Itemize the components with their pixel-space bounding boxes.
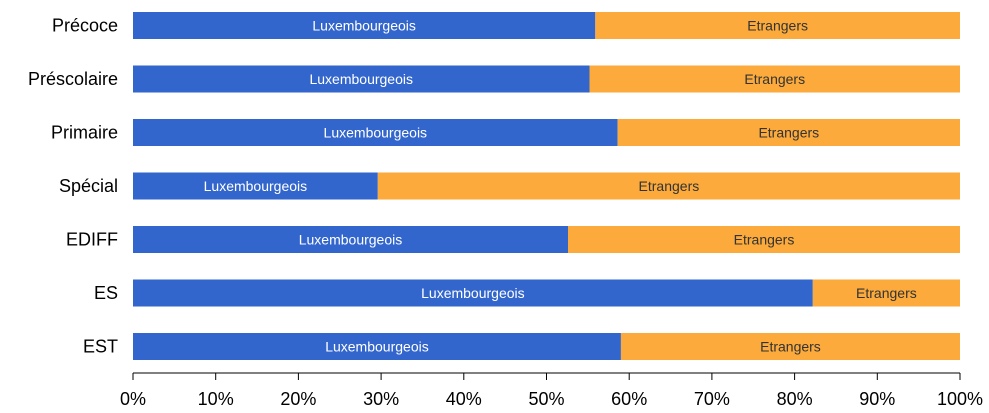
x-tick-label: 30% bbox=[363, 389, 399, 409]
bar-label-luxembourgeois-precoce: Luxembourgeois bbox=[312, 18, 416, 34]
category-label-special: Spécial bbox=[59, 176, 118, 196]
bar-label-etrangers-special: Etrangers bbox=[639, 178, 700, 194]
x-tick-label: 100% bbox=[937, 389, 983, 409]
bars-group: Luxembourgeois Etrangers Luxembourgeois Etr… bbox=[133, 12, 960, 360]
category-label-precoce: Précoce bbox=[52, 16, 118, 36]
x-tick-label: 80% bbox=[777, 389, 813, 409]
x-tick-label: 10% bbox=[198, 389, 234, 409]
bar-label-luxembourgeois-special: Luxembourgeois bbox=[204, 178, 308, 194]
bar-label-luxembourgeois-est: Luxembourgeois bbox=[325, 339, 429, 355]
x-tick-label: 60% bbox=[611, 389, 647, 409]
x-tick-label: 90% bbox=[859, 389, 895, 409]
x-tick-label: 20% bbox=[280, 389, 316, 409]
bar-label-etrangers-prescolaire: Etrangers bbox=[744, 71, 805, 87]
x-tick-label: 40% bbox=[446, 389, 482, 409]
x-tick-label: 70% bbox=[694, 389, 730, 409]
category-labels: Précoce Préscolaire Primaire Spécial EDIFF ES… bbox=[28, 16, 118, 357]
x-tick-label: 0% bbox=[120, 389, 146, 409]
bar-label-etrangers-precoce: Etrangers bbox=[747, 18, 808, 34]
bar-label-etrangers-ediff: Etrangers bbox=[734, 232, 795, 248]
category-label-est: EST bbox=[83, 337, 118, 357]
bar-label-etrangers-primaire: Etrangers bbox=[758, 125, 819, 141]
bar-label-etrangers-es: Etrangers bbox=[856, 285, 917, 301]
category-label-primaire: Primaire bbox=[51, 123, 118, 143]
bar-label-etrangers-est: Etrangers bbox=[760, 339, 821, 355]
category-label-es: ES bbox=[94, 283, 118, 303]
category-label-ediff: EDIFF bbox=[66, 230, 118, 250]
bar-label-luxembourgeois-prescolaire: Luxembourgeois bbox=[309, 71, 413, 87]
bar-label-luxembourgeois-primaire: Luxembourgeois bbox=[324, 125, 428, 141]
x-tick-label: 50% bbox=[528, 389, 564, 409]
category-label-prescolaire: Préscolaire bbox=[28, 69, 118, 89]
bar-label-luxembourgeois-ediff: Luxembourgeois bbox=[299, 232, 403, 248]
x-axis: 0% 10% 20% 30% 40% 50% 60% 70% 80% 90% 100% bbox=[120, 373, 983, 409]
bar-label-luxembourgeois-es: Luxembourgeois bbox=[421, 285, 525, 301]
